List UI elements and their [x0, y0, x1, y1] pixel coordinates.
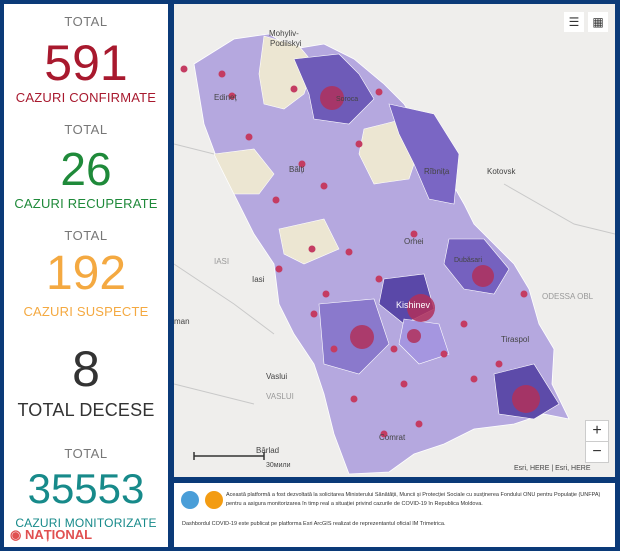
- list-icon[interactable]: ☰: [564, 12, 584, 32]
- monitored-count: 35553: [27, 465, 145, 512]
- label-tiraspol: Tiraspol: [501, 335, 529, 344]
- confirmed-caption: CAZURI CONFIRMATE: [15, 90, 157, 105]
- zoom-out-button[interactable]: −: [585, 441, 609, 463]
- label-mohyliv: Mohyliv-: [269, 29, 299, 38]
- label-edinet: Edineț: [214, 93, 237, 102]
- label-vaslui: Vaslui: [266, 372, 287, 381]
- label-iasi: Iasi: [252, 275, 265, 284]
- recovered-count: 26: [60, 143, 112, 195]
- label-chisinau: Kishinev: [396, 300, 431, 310]
- footer-panel: Această platformă a fost dezvoltată la s…: [174, 483, 615, 547]
- deaths-caption: TOTAL DECESE: [17, 400, 155, 420]
- label-podilskyi: Podilskyi: [270, 39, 302, 48]
- scale-bar: 30мили: [193, 452, 291, 469]
- label-barlad: Bârlad: [256, 446, 279, 455]
- confirmed-count: 591: [44, 35, 128, 91]
- suspect-caption: CAZURI SUSPECTE: [23, 304, 149, 319]
- label-man: man: [174, 317, 190, 326]
- partner-logos: [181, 491, 223, 509]
- monitored-caption: CAZURI MONITORIZATE: [15, 516, 157, 530]
- recovered-caption: CAZURI RECUPERATE: [14, 196, 158, 211]
- monitored-total-label: TOTAL: [64, 446, 108, 461]
- case-dots[interactable]: [180, 65, 528, 438]
- label-kotovsk: Kotovsk: [487, 167, 516, 176]
- label-orhei: Orhei: [404, 237, 424, 246]
- confirmed-total-label: TOTAL: [64, 14, 108, 29]
- recovered-total-label: TOTAL: [64, 122, 108, 137]
- suspect-count: 192: [45, 247, 127, 300]
- label-ribnita: Rîbnița: [424, 167, 450, 176]
- deaths-count: 8: [72, 341, 100, 397]
- label-comrat: Comrat: [379, 433, 406, 442]
- label-iasi-region: IASI: [214, 257, 229, 266]
- scale-label: 30мили: [266, 462, 291, 469]
- map-attribution: Esri, HERE | Esri, HERE: [514, 465, 591, 472]
- footer-publisher-note: Dashbordul COVID-19 este publicat pe pla…: [182, 521, 446, 527]
- label-vaslui-region: VASLUI: [266, 392, 294, 401]
- qr-code-icon[interactable]: ▦: [588, 12, 608, 32]
- map-view[interactable]: Mohyliv- Podilskyi Edineț Soroca Bălți R…: [174, 4, 615, 477]
- logo-text: NAȚIONAL: [24, 527, 93, 542]
- label-soroca: Soroca: [336, 96, 358, 103]
- case-clusters[interactable]: [320, 86, 540, 413]
- label-balti: Bălți: [289, 165, 305, 174]
- label-dubasari: Dubăsari: [454, 257, 482, 264]
- label-odessa: ODESSA OBL: [542, 292, 594, 301]
- national-logo: ◉ NAȚIONAL: [10, 527, 93, 542]
- suspect-total-label: TOTAL: [64, 228, 108, 243]
- footer-description: Această platformă a fost dezvoltată la s…: [226, 492, 601, 507]
- map-canvas[interactable]: Mohyliv- Podilskyi Edineț Soroca Bălți R…: [174, 4, 615, 477]
- zoom-in-button[interactable]: +: [585, 420, 609, 442]
- stats-panel: TOTAL 591 CAZURI CONFIRMATE TOTAL 26 CAZ…: [4, 4, 168, 547]
